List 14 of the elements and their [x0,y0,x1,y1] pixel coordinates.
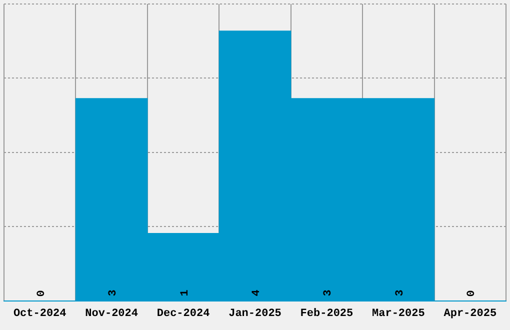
x-tick-label: Mar-2025 [372,308,426,320]
x-tick-label: Nov-2024 [85,308,138,320]
data-label: 3 [322,289,335,296]
x-tick-label: Feb-2025 [300,308,354,320]
data-label: 4 [251,289,263,296]
x-tick-label: Oct-2024 [13,308,67,320]
x-tick-label: Apr-2025 [444,308,497,320]
data-label: 0 [36,290,48,297]
data-label: 1 [179,289,192,296]
x-tick-label: Jan-2025 [228,308,282,320]
data-label: 3 [108,289,120,296]
x-tick-label: Dec-2024 [156,308,210,320]
data-label: 3 [394,289,406,296]
data-label: 0 [466,290,478,297]
